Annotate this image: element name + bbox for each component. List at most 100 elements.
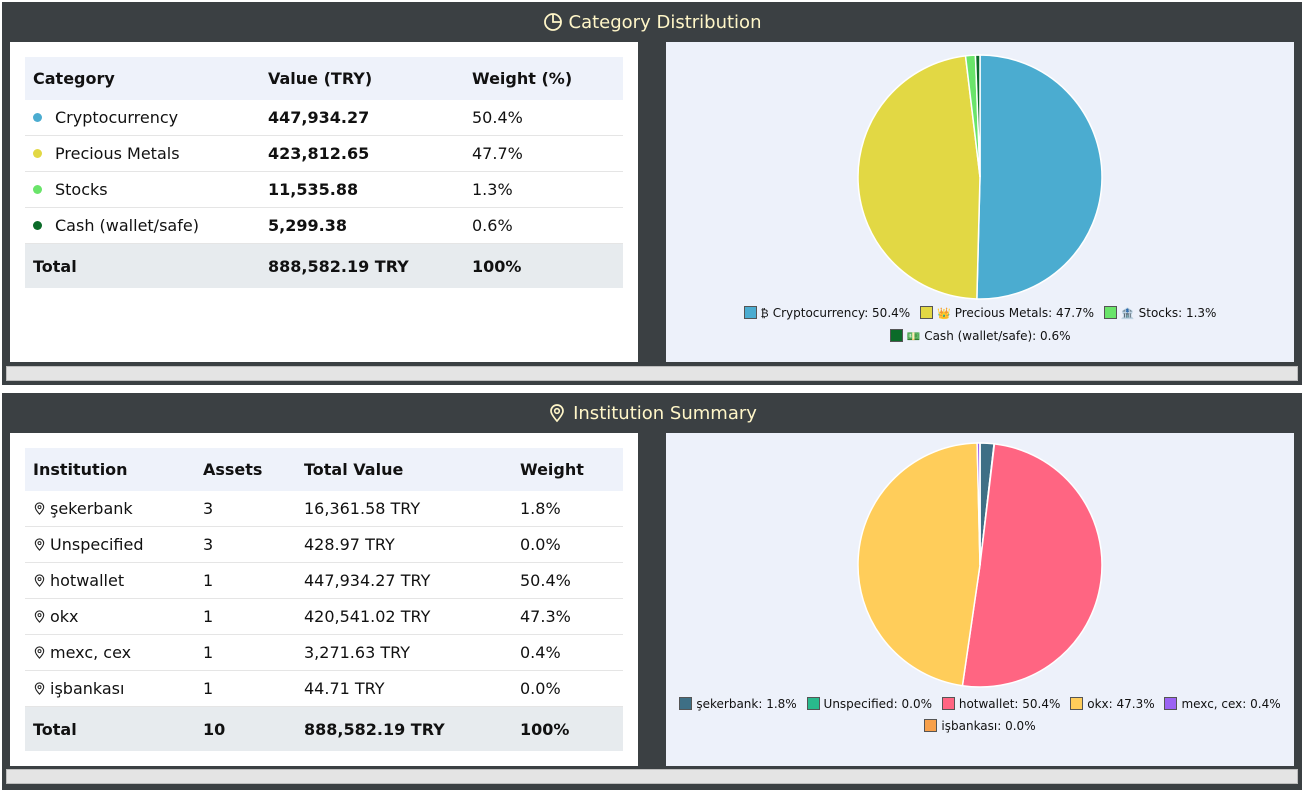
column-header-value[interactable]: Value (TRY) (260, 57, 464, 100)
legend-label: şekerbank: 1.8% (696, 697, 797, 711)
institution-value: 447,934.27 TRY (296, 562, 512, 599)
location-pin-icon (547, 403, 567, 423)
legend-swatch (920, 306, 933, 319)
pie-slice-cryptocurrency[interactable] (976, 54, 1103, 300)
institution-name: okx (50, 607, 79, 626)
institution-assets: 1 (195, 598, 296, 635)
category-color-dot (33, 185, 42, 194)
category-value: 11,535.88 (260, 171, 464, 208)
institution-name: mexc, cex (50, 643, 132, 662)
table-row[interactable]: Unspecified 3 428.97 TRY 0.0% (25, 526, 623, 563)
category-weight: 50.4% (464, 100, 623, 136)
legend-item-sekerbank[interactable]: şekerbank: 1.8% (679, 693, 797, 715)
table-row[interactable]: Cash (wallet/safe) 5,299.38 0.6% (25, 207, 623, 244)
category-chart-container: ₿ Cryptocurrency: 50.4% 👑 Precious Metals:… (666, 42, 1294, 362)
table-row[interactable]: Precious Metals 423,812.65 47.7% (25, 135, 623, 172)
pie-slice-cash-wallet-safe-[interactable] (974, 54, 981, 178)
table-row[interactable]: Cryptocurrency 447,934.27 50.4% (25, 100, 623, 136)
category-name: Cash (wallet/safe) (55, 216, 199, 235)
column-header-category[interactable]: Category (25, 57, 260, 100)
table-row[interactable]: hotwallet 1 447,934.27 TRY 50.4% (25, 562, 623, 599)
category-panel-scrollbar[interactable] (6, 366, 1298, 381)
institution-weight: 0.0% (512, 526, 623, 563)
table-total-row: Total 10 888,582.19 TRY 100% (25, 706, 623, 751)
location-pin-icon (33, 502, 46, 515)
total-weight: 100% (464, 243, 623, 288)
institution-weight: 1.8% (512, 491, 623, 527)
institution-assets: 1 (195, 562, 296, 599)
institution-cell: Unspecified (25, 526, 195, 563)
pie-slice-okx[interactable] (857, 442, 981, 687)
category-chart-legend: ₿ Cryptocurrency: 50.4% 👑 Precious Metals:… (666, 302, 1294, 348)
institution-panel-scrollbar[interactable] (6, 769, 1298, 784)
institution-cell: hotwallet (25, 562, 195, 599)
legend-swatch (679, 697, 693, 710)
crown-icon: 👑 (937, 307, 951, 320)
institution-table-header-row: Institution Assets Total Value Weight (25, 448, 623, 491)
total-value: 888,582.19 TRY (260, 243, 464, 288)
table-row[interactable]: mexc, cex 1 3,271.63 TRY 0.4% (25, 634, 623, 671)
institution-weight: 50.4% (512, 562, 623, 599)
legend-item-mexc-cex[interactable]: mexc, cex: 0.4% (1164, 693, 1281, 715)
table-total-row: Total 888,582.19 TRY 100% (25, 243, 623, 288)
table-row[interactable]: şekerbank 3 16,361.58 TRY 1.8% (25, 491, 623, 527)
column-header-weight[interactable]: Weight (512, 448, 623, 491)
legend-label: mexc, cex: 0.4% (1181, 697, 1281, 711)
legend-item-hotwallet[interactable]: hotwallet: 50.4% (941, 693, 1061, 715)
table-row[interactable]: okx 1 420,541.02 TRY 47.3% (25, 598, 623, 635)
legend-label: okx: 47.3% (1087, 697, 1155, 711)
legend-item-isbankasi[interactable]: işbankası: 0.0% (924, 715, 1036, 737)
total-label: Total (25, 706, 195, 751)
column-header-weight[interactable]: Weight (%) (464, 57, 623, 100)
institution-value: 428.97 TRY (296, 526, 512, 563)
column-header-total-value[interactable]: Total Value (296, 448, 512, 491)
legend-item-cryptocurrency[interactable]: ₿ Cryptocurrency: 50.4% (743, 302, 911, 325)
legend-item-okx[interactable]: okx: 47.3% (1070, 693, 1155, 715)
legend-label: Stocks: 1.3% (1138, 306, 1217, 320)
bitcoin-icon: ₿ (760, 307, 769, 320)
pie-slice-hotwallet[interactable] (961, 443, 1103, 688)
legend-swatch (743, 306, 757, 319)
legend-label: hotwallet: 50.4% (958, 697, 1061, 711)
column-header-assets[interactable]: Assets (195, 448, 296, 491)
legend-item-precious-metals[interactable]: 👑 Precious Metals: 47.7% (920, 302, 1094, 325)
category-color-dot (33, 113, 42, 122)
pie-slice-precious-metals[interactable] (857, 55, 981, 300)
legend-item-unspecified[interactable]: Unspecified: 0.0% (806, 693, 932, 715)
legend-item-cash[interactable]: 💵 Cash (wallet/safe): 0.6% (889, 325, 1071, 348)
legend-swatch (1103, 306, 1117, 319)
location-pin-icon (33, 646, 46, 659)
legend-label: Cryptocurrency: 50.4% (772, 306, 911, 320)
total-label: Total (25, 243, 260, 288)
location-pin-icon (33, 610, 46, 623)
institution-weight: 47.3% (512, 598, 623, 635)
institution-pie-chart (857, 442, 1103, 688)
legend-item-stocks[interactable]: 🏦 Stocks: 1.3% (1103, 302, 1217, 325)
legend-swatch (889, 329, 903, 342)
institution-assets: 3 (195, 526, 296, 563)
institution-table-container: Institution Assets Total Value Weight şe… (10, 433, 638, 766)
category-name: Cryptocurrency (55, 108, 179, 127)
category-weight: 47.7% (464, 135, 623, 172)
institution-cell: okx (25, 598, 195, 635)
institution-name: işbankası (50, 679, 125, 698)
column-header-institution[interactable]: Institution (25, 448, 195, 491)
table-row[interactable]: işbankası 1 44.71 TRY 0.0% (25, 670, 623, 707)
legend-label: işbankası: 0.0% (941, 719, 1036, 733)
pie-chart-icon (543, 12, 563, 32)
institution-cell: mexc, cex (25, 634, 195, 671)
category-cell: Precious Metals (25, 135, 260, 172)
category-value: 5,299.38 (260, 207, 464, 244)
location-pin-icon (33, 682, 46, 695)
table-row[interactable]: Stocks 11,535.88 1.3% (25, 171, 623, 208)
institution-assets: 3 (195, 491, 296, 527)
category-panel-header: Category Distribution (2, 2, 1302, 42)
institution-value: 16,361.58 TRY (296, 491, 512, 527)
institution-summary-panel: Institution Summary Institution Assets T… (2, 393, 1302, 790)
category-weight: 0.6% (464, 207, 623, 244)
banknote-icon: 💵 (906, 330, 921, 343)
category-weight: 1.3% (464, 171, 623, 208)
category-value: 447,934.27 (260, 100, 464, 136)
legend-swatch (924, 719, 938, 732)
category-value: 423,812.65 (260, 135, 464, 172)
